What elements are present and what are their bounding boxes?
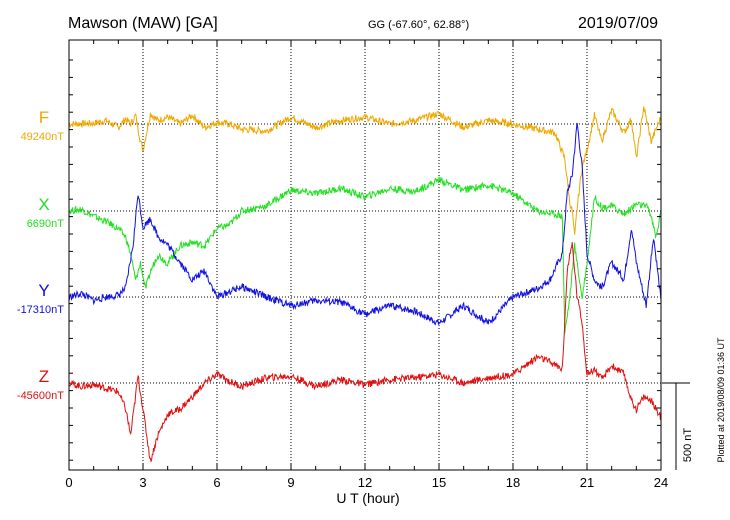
series-lines — [68, 106, 662, 463]
series-line-f — [68, 106, 662, 235]
x-tick-labels: 0 3 6 9 12 15 18 21 24 — [65, 475, 668, 490]
x-tick-label: 3 — [139, 475, 146, 490]
series-name-x: X — [38, 195, 49, 214]
series-name-f: F — [39, 108, 49, 127]
scale-bar-label: 500 nT — [682, 428, 694, 463]
x-tick-label: 18 — [506, 475, 520, 490]
x-tick-label: 6 — [213, 475, 220, 490]
series-line-z — [68, 242, 662, 463]
x-tick-label: 12 — [358, 475, 372, 490]
station-title: Mawson (MAW) [GA] — [68, 15, 218, 32]
scale-bar: 500 nT — [662, 382, 694, 470]
x-tick-label: 21 — [580, 475, 594, 490]
series-name-z: Z — [39, 367, 49, 386]
series-line-x — [68, 176, 662, 334]
series-baseline-y: -17310nT — [17, 304, 64, 316]
x-tick-label: 0 — [65, 475, 72, 490]
x-tick-label: 9 — [287, 475, 294, 490]
plot-frame — [68, 39, 662, 471]
station-coordinates: GG (-67.60°, 62.88°) — [368, 19, 469, 31]
plotted-at-note: Plotted at 2019/08/09 01:36 UT — [716, 337, 726, 463]
component-labels: F 49240nT X 6690nT Y -17310nT Z -45600nT — [17, 108, 64, 402]
x-axis-label: U T (hour) — [336, 490, 399, 506]
x-tick-label: 15 — [432, 475, 446, 490]
series-name-y: Y — [38, 281, 49, 300]
series-baseline-f: 49240nT — [21, 131, 65, 143]
axis-ticks — [68, 40, 662, 470]
series-baseline-z: -45600nT — [17, 390, 64, 402]
plot-date: 2019/07/09 — [578, 15, 658, 32]
grid-lines — [142, 40, 588, 470]
x-tick-label: 24 — [654, 475, 668, 490]
series-baseline-x: 6690nT — [27, 218, 65, 230]
series-line-y — [68, 122, 662, 326]
